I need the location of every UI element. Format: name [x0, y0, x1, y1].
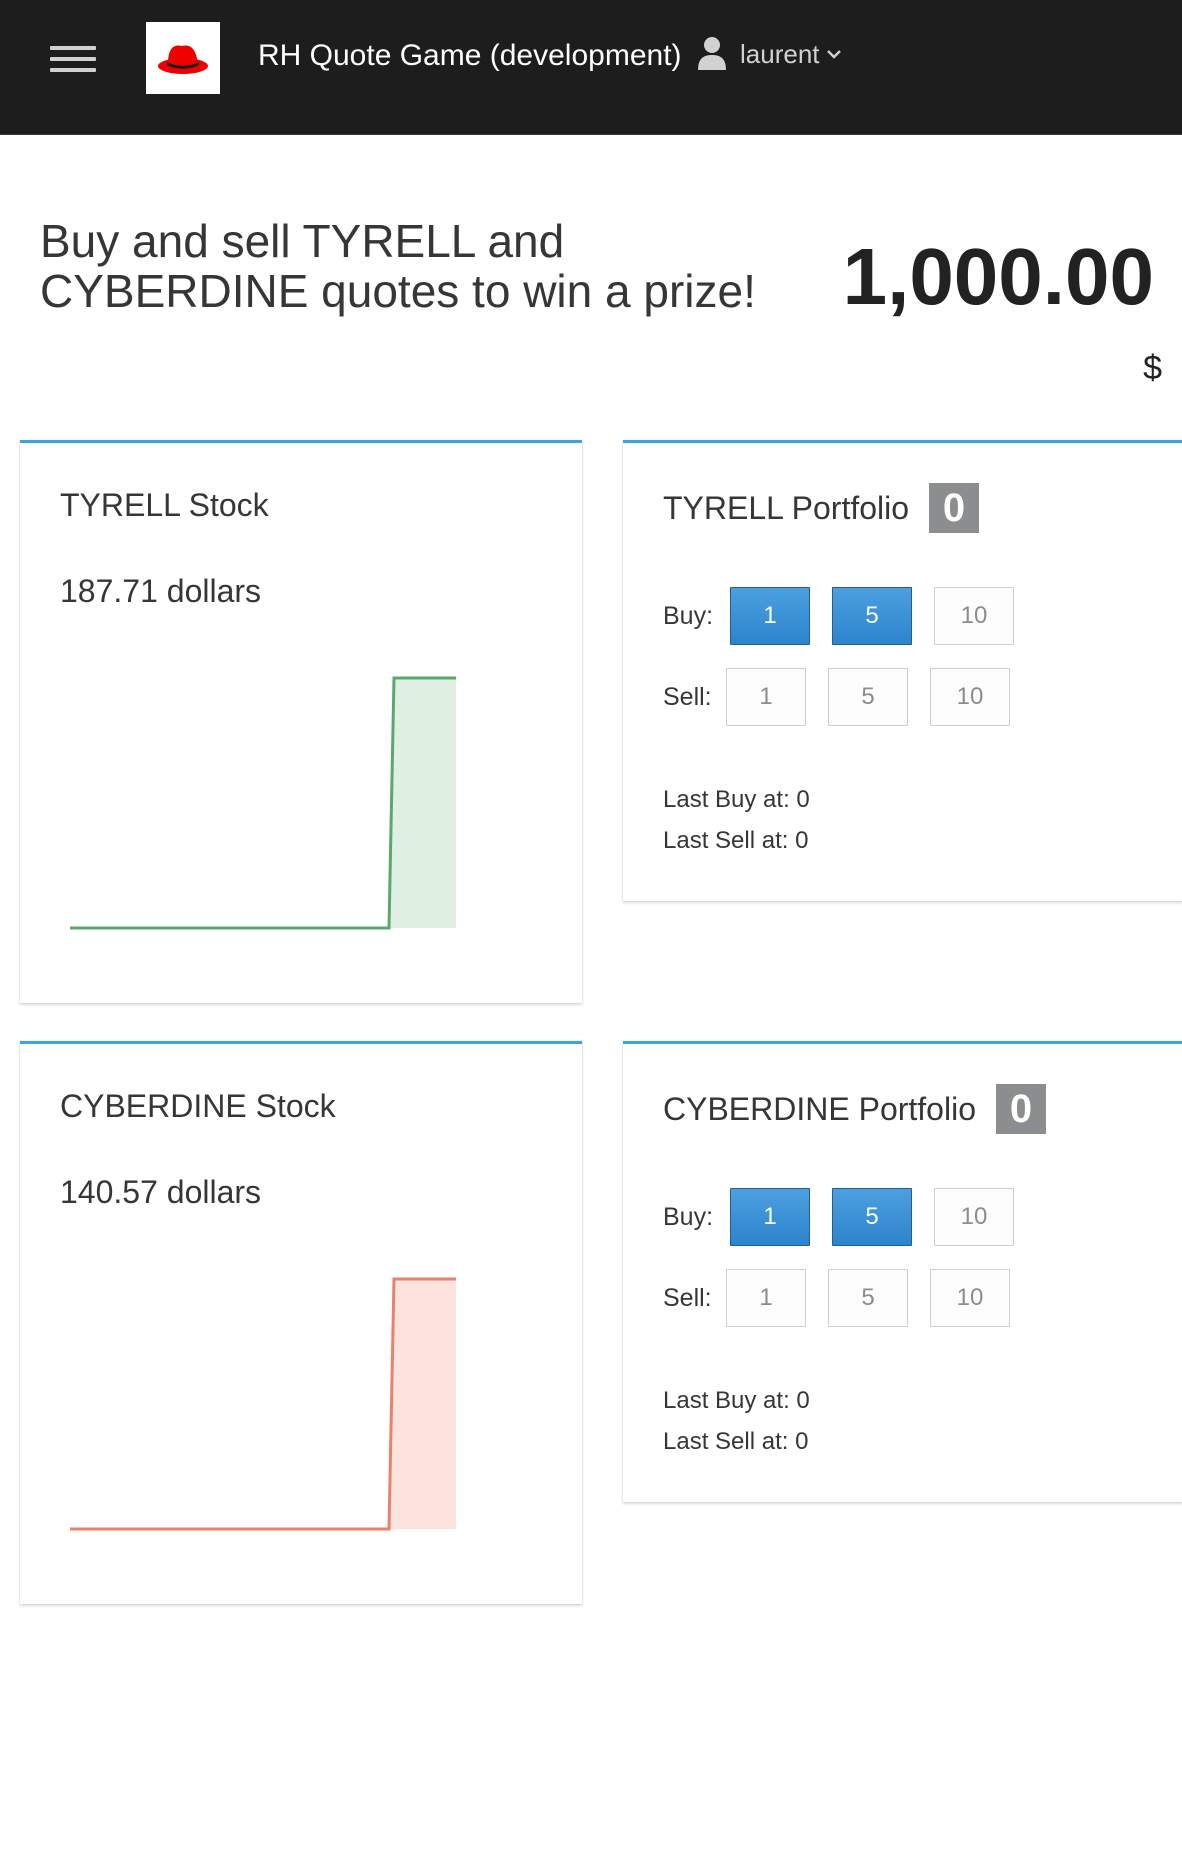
sell-1-button[interactable]: 1	[726, 668, 806, 726]
portfolio-title: TYRELL Portfolio	[663, 490, 910, 526]
buy-1-button[interactable]: 1	[730, 1188, 810, 1246]
buy-5-button[interactable]: 5	[832, 587, 912, 645]
last-buy-text: Last Buy at: 0	[663, 786, 810, 813]
buy-5-button[interactable]: 5	[832, 1188, 912, 1246]
portfolio-card-tyrell: TYRELL Portfolio 0 Buy: 1 5 10 Sell: 1 5…	[623, 440, 1182, 901]
sell-10-button[interactable]: 10	[930, 1269, 1010, 1327]
top-navbar: RH Quote Game (development) laurent	[0, 0, 1182, 135]
chevron-down-icon	[826, 50, 841, 59]
portfolio-card-cyberdine: CYBERDINE Portfolio 0 Buy: 1 5 10 Sell: …	[623, 1041, 1182, 1502]
last-sell-text: Last Sell at: 0	[663, 827, 809, 854]
chart-line	[70, 1277, 456, 1531]
sell-1-button[interactable]: 1	[726, 1269, 806, 1327]
currency-symbol: $	[1143, 349, 1162, 387]
chart-area	[70, 1279, 456, 1529]
buy-1-button[interactable]: 1	[730, 587, 810, 645]
sell-10-button[interactable]: 10	[930, 668, 1010, 726]
buy-10-button[interactable]: 10	[934, 587, 1014, 645]
sell-5-button[interactable]: 5	[828, 668, 908, 726]
stock-chart-cyberdine	[70, 1277, 456, 1531]
sell-label: Sell:	[663, 683, 712, 711]
portfolio-count-badge: 0	[995, 1084, 1046, 1134]
stock-title: CYBERDINE Stock	[60, 1088, 336, 1124]
last-sell-text: Last Sell at: 0	[663, 1428, 809, 1455]
game-instructions: Buy and sell TYRELL and CYBERDINE quotes…	[40, 215, 756, 317]
sell-5-button[interactable]: 5	[828, 1269, 908, 1327]
user-menu-dropdown[interactable]: laurent	[698, 34, 842, 74]
buy-label: Buy:	[663, 1203, 714, 1231]
portfolio-count-badge: 0	[929, 483, 980, 533]
stock-card-tyrell: TYRELL Stock 187.71 dollars	[20, 440, 582, 1003]
redhat-logo	[146, 22, 220, 94]
hamburger-menu-icon[interactable]	[46, 38, 100, 78]
buy-10-button[interactable]: 10	[934, 1188, 1014, 1246]
stock-price: 187.71 dollars	[60, 573, 262, 609]
last-buy-text: Last Buy at: 0	[663, 1387, 810, 1414]
balance-amount: 1,000.00	[842, 232, 1154, 321]
app-title: RH Quote Game (development)	[258, 39, 682, 72]
stock-price: 140.57 dollars	[60, 1174, 262, 1210]
stock-chart-tyrell	[70, 676, 456, 930]
sell-label: Sell:	[663, 1284, 712, 1312]
user-name: laurent	[740, 38, 820, 69]
stock-card-cyberdine: CYBERDINE Stock 140.57 dollars	[20, 1041, 582, 1604]
user-icon	[698, 37, 726, 70]
portfolio-title: CYBERDINE Portfolio	[663, 1091, 976, 1127]
chart-area	[70, 678, 456, 928]
buy-label: Buy:	[663, 602, 714, 630]
chart-line	[70, 676, 456, 930]
stock-title: TYRELL Stock	[60, 487, 269, 523]
